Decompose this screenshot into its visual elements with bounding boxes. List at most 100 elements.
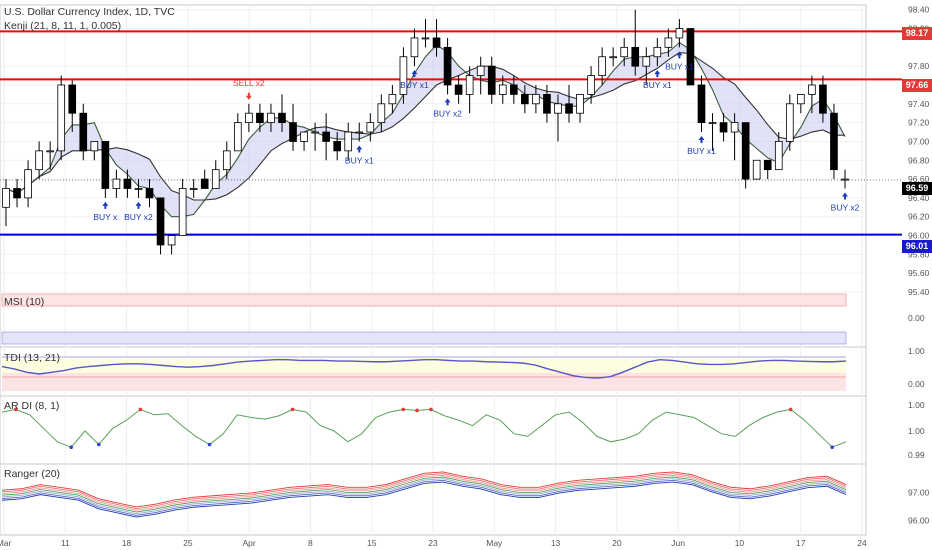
candle-body — [234, 122, 242, 152]
y-tick-label: 96.00 — [908, 231, 930, 241]
candle-body — [46, 150, 54, 153]
x-axis-labels: Mar 11 18 25 Apr 8 15 23 May 13 20 Jun 10 17 24 — [0, 538, 867, 548]
candle-body — [498, 84, 507, 95]
candle-body — [664, 37, 673, 48]
y-tick-label: 97.00 — [908, 136, 930, 146]
candle-body — [576, 93, 584, 114]
y-tick-label: 95.60 — [908, 268, 930, 278]
candle-body — [543, 93, 551, 114]
candle-body — [112, 178, 121, 189]
x-tick-label: 23 — [428, 538, 438, 548]
candle-body — [245, 112, 253, 124]
candle-body — [841, 178, 849, 181]
candle-body — [697, 84, 706, 124]
y-tick-label: 96.40 — [908, 193, 930, 203]
candle-body — [830, 112, 838, 171]
candle-body — [653, 46, 662, 58]
ranger-pane-title: Ranger (20) — [4, 468, 61, 480]
buy-signal-label: BUY x2 — [433, 108, 462, 118]
buy-arrow-icon — [102, 201, 109, 209]
msi-y-tick-label: 0.00 — [908, 313, 925, 323]
trade-signals: BUY x BUY x2 SELL x2 BUY x1 BUY x1 BUY x2 BUY … — [93, 51, 860, 222]
candle-body — [388, 93, 397, 105]
band-fill — [6, 42, 845, 217]
candle-body — [267, 112, 275, 124]
buy-signal-label: BUY x2 — [831, 202, 860, 212]
candle-body — [278, 112, 286, 124]
candle-body — [532, 93, 540, 105]
candle-body — [752, 159, 761, 180]
buy-arrow-icon — [698, 136, 705, 144]
ranger-line — [1, 471, 847, 508]
x-tick-label: 20 — [612, 538, 622, 548]
candle-body — [554, 103, 562, 114]
y-tick-label: 95.80 — [908, 249, 930, 259]
candle-body — [366, 122, 375, 133]
ardi-y-tick-label: 1.00 — [908, 400, 925, 410]
tdi-y-tick-label: 1.00 — [908, 346, 925, 356]
candle-body — [399, 56, 408, 95]
candle-body — [741, 122, 750, 180]
buy-arrow-icon — [135, 201, 142, 209]
candle-body — [432, 37, 441, 48]
x-tick-label: 18 — [122, 538, 132, 548]
kenji-bands — [5, 41, 846, 218]
candle-body — [631, 46, 640, 67]
candle-body — [763, 159, 772, 171]
x-tick-label: 25 — [183, 538, 193, 548]
candle-body — [2, 188, 10, 208]
candle-body — [156, 197, 165, 246]
candle-body — [322, 131, 330, 142]
ranger-line — [1, 476, 847, 513]
ardi-extreme-point — [14, 407, 18, 412]
x-tick-label: Apr — [243, 538, 256, 548]
candle-body — [200, 178, 209, 189]
ranger-line — [1, 479, 847, 516]
resistance-tag-lower: 97.66 — [902, 79, 932, 92]
ranger-y-tick-label: 97.00 — [908, 487, 930, 497]
candle-body — [355, 131, 364, 134]
symbol-title: U.S. Dollar Currency Index, 1D, TVC — [4, 6, 175, 18]
candle-body — [134, 188, 143, 190]
candle-body — [123, 178, 132, 189]
fast-average-line — [5, 41, 846, 218]
candle-body — [774, 141, 783, 171]
candle-body — [509, 84, 518, 95]
candle-body — [587, 75, 595, 95]
candle-body — [686, 28, 695, 86]
x-tick-label: May — [486, 538, 503, 548]
ardi-extreme-point — [207, 442, 212, 447]
candlesticks — [2, 9, 849, 255]
buy-signal-label: BUY x1 — [400, 80, 429, 90]
ranger-line — [1, 473, 847, 510]
candle-body — [333, 141, 342, 152]
current-price-tag: 96.59 — [902, 182, 932, 195]
ardi-y-tick-label: 0.99 — [908, 450, 925, 460]
indicator-panes — [1, 293, 847, 518]
candle-body — [808, 84, 816, 95]
candle-body — [675, 28, 684, 39]
sell-arrow-icon — [245, 92, 252, 100]
x-tick-label: 8 — [308, 538, 313, 548]
candle-body — [410, 37, 419, 58]
ardi-y-tick-label: 1.00 — [908, 426, 925, 436]
x-tick-label: 15 — [367, 538, 377, 548]
tdi-y-tick-label: 0.00 — [908, 379, 925, 389]
buy-arrow-icon — [444, 98, 451, 106]
y-tick-label: 96.80 — [908, 155, 930, 165]
x-tick-label: 10 — [735, 538, 745, 548]
buy-arrow-icon — [842, 192, 848, 200]
x-tick-label: Jun — [671, 538, 685, 548]
buy-signal-label: BUY x — [93, 212, 118, 222]
buy-signal-label: BUY x2 — [124, 212, 153, 222]
x-tick-label: 17 — [796, 538, 806, 548]
ardi-extreme-point — [788, 407, 793, 412]
ardi-extreme-point — [830, 445, 834, 450]
msi-pane-title: MSI (10) — [4, 296, 45, 308]
buy-arrow-icon — [654, 70, 661, 78]
candle-body — [189, 188, 198, 190]
y-tick-label: 96.60 — [908, 174, 930, 184]
tdi-mid-band — [2, 357, 846, 373]
y-tick-label: 98.40 — [908, 5, 930, 15]
